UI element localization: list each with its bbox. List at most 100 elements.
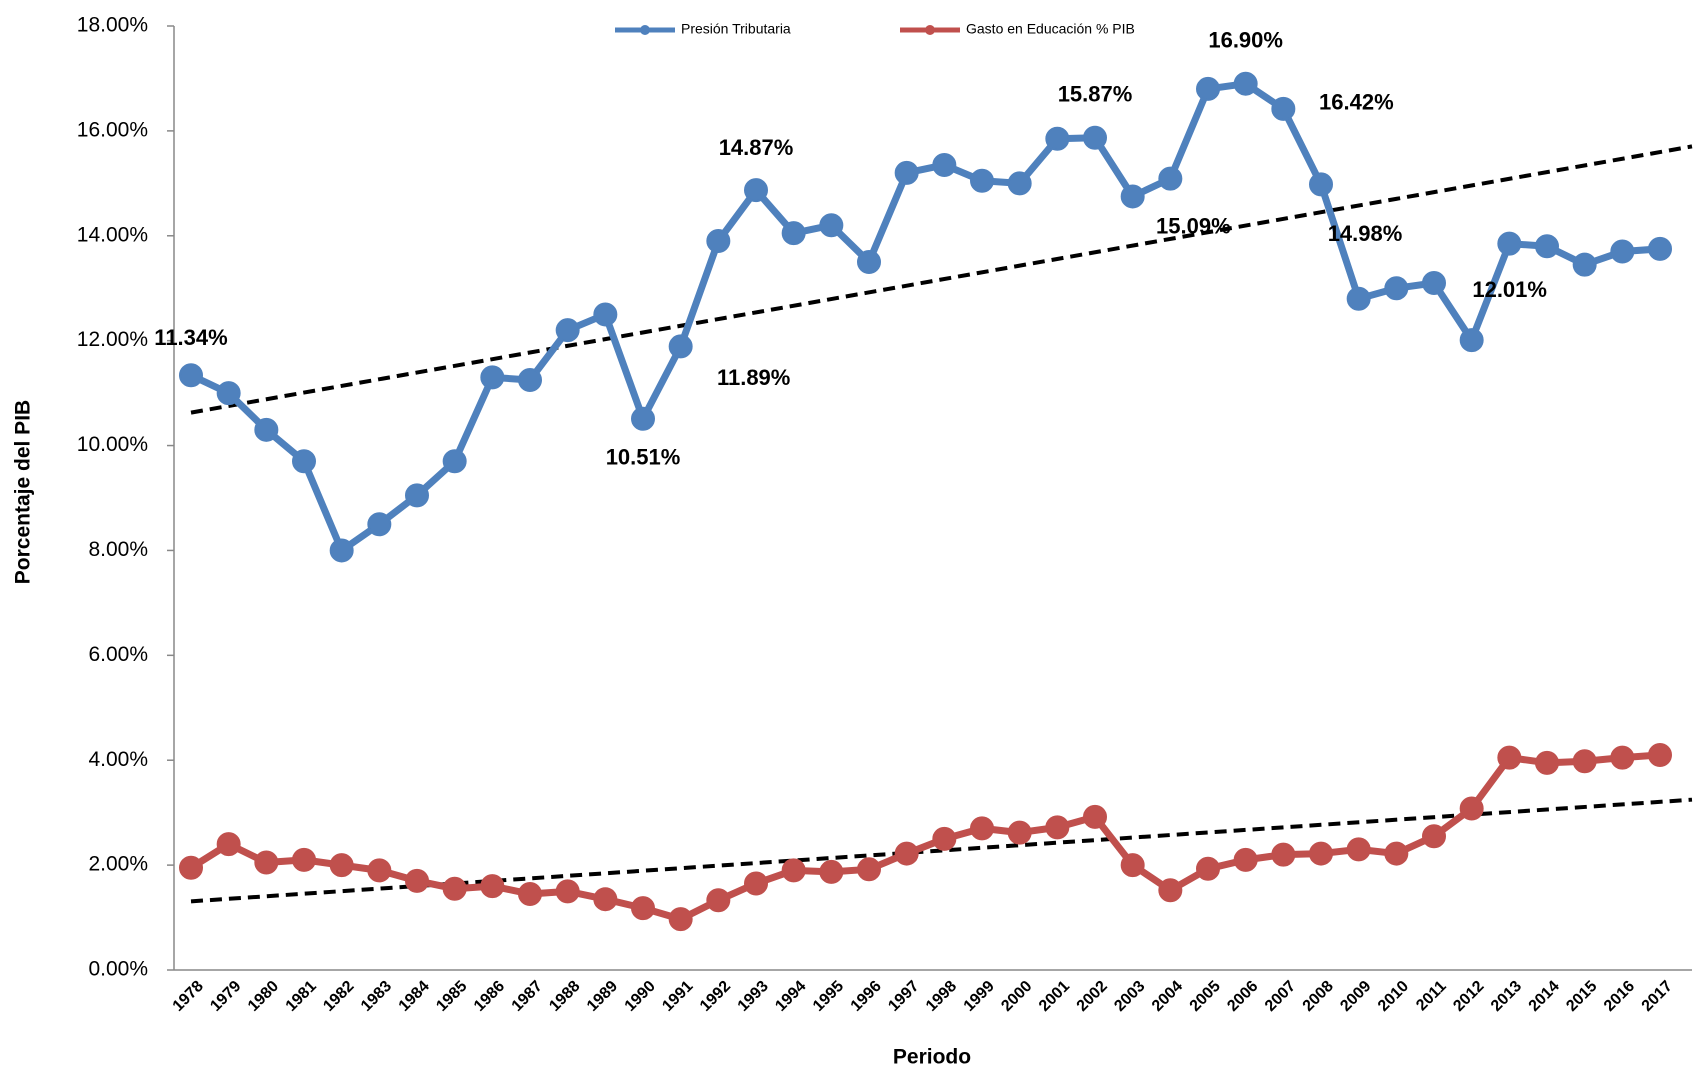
point bbox=[593, 887, 618, 912]
x-tick-label: 2000 bbox=[998, 978, 1035, 1015]
y-axis-label: Porcentaje del PIB bbox=[12, 400, 35, 584]
point bbox=[1610, 239, 1635, 264]
point bbox=[1346, 837, 1371, 862]
data-label: 15.87% bbox=[1058, 82, 1133, 107]
x-tick-label: 2004 bbox=[1149, 978, 1186, 1015]
point bbox=[1007, 171, 1032, 196]
legend-label: Gasto en Educación % PIB bbox=[966, 21, 1135, 37]
x-tick-label: 1986 bbox=[471, 978, 508, 1015]
y-tick-label: 2.00% bbox=[88, 853, 148, 876]
point bbox=[668, 334, 693, 359]
y-tick-label: 16.00% bbox=[77, 118, 148, 141]
point bbox=[405, 483, 429, 508]
y-tick-label: 4.00% bbox=[88, 748, 148, 771]
point bbox=[857, 250, 881, 274]
point bbox=[480, 365, 505, 390]
point bbox=[1271, 842, 1296, 867]
x-tick-label: 2003 bbox=[1111, 978, 1148, 1015]
series-line bbox=[189, 80, 1661, 554]
x-tick-label: 2015 bbox=[1563, 978, 1600, 1015]
point bbox=[1572, 252, 1597, 277]
point bbox=[1497, 745, 1522, 770]
point bbox=[442, 449, 467, 474]
point bbox=[1535, 750, 1559, 775]
point bbox=[179, 363, 203, 388]
data-label: 15.09% bbox=[1156, 213, 1231, 238]
point bbox=[1572, 749, 1597, 774]
x-tick-label: 1983 bbox=[358, 978, 395, 1015]
point bbox=[819, 213, 844, 238]
point bbox=[254, 417, 279, 442]
x-tick-label: 2001 bbox=[1036, 978, 1073, 1015]
x-tick-label: 2011 bbox=[1413, 978, 1450, 1015]
point bbox=[179, 855, 203, 880]
point bbox=[1648, 742, 1672, 767]
x-tick-label: 2013 bbox=[1488, 978, 1525, 1015]
x-tick-label: 1988 bbox=[546, 978, 583, 1015]
x-tick-label: 1992 bbox=[697, 978, 734, 1015]
x-tick-label: 2014 bbox=[1526, 978, 1563, 1015]
point bbox=[254, 850, 279, 875]
point bbox=[1422, 824, 1446, 849]
x-tick-label: 1980 bbox=[245, 978, 282, 1015]
x-tick-label: 1994 bbox=[772, 978, 809, 1015]
point bbox=[1233, 847, 1258, 872]
point bbox=[1233, 71, 1258, 96]
data-label: 16.90% bbox=[1208, 28, 1283, 53]
point bbox=[1346, 286, 1371, 311]
point bbox=[1007, 820, 1032, 845]
point bbox=[744, 178, 768, 203]
x-tick-label: 1989 bbox=[584, 978, 621, 1015]
legend-marker bbox=[925, 25, 935, 35]
x-tick-label: 1996 bbox=[848, 978, 885, 1015]
trendline bbox=[190, 144, 1693, 415]
x-tick-label: 1978 bbox=[170, 978, 207, 1015]
y-tick-label: 18.00% bbox=[77, 14, 148, 37]
x-tick-label: 1998 bbox=[923, 978, 960, 1015]
y-tick-label: 14.00% bbox=[77, 223, 148, 246]
point bbox=[1083, 804, 1107, 829]
point bbox=[518, 368, 542, 392]
x-tick-label: 1985 bbox=[433, 978, 470, 1015]
point bbox=[1196, 76, 1220, 101]
point bbox=[932, 152, 957, 177]
x-tick-label: 2012 bbox=[1450, 978, 1487, 1015]
x-tick-label: 2010 bbox=[1375, 978, 1412, 1015]
data-label: 16.42% bbox=[1319, 90, 1394, 115]
point bbox=[442, 876, 467, 901]
x-tick-label: 2016 bbox=[1601, 978, 1638, 1015]
x-tick-label: 1981 bbox=[283, 978, 320, 1015]
point bbox=[1083, 125, 1107, 150]
y-tick-label: 0.00% bbox=[88, 958, 148, 981]
point bbox=[894, 841, 919, 866]
point bbox=[1158, 166, 1183, 191]
x-tick-label: 1993 bbox=[735, 978, 772, 1015]
x-tick-label: 1987 bbox=[509, 978, 546, 1015]
point bbox=[1158, 878, 1183, 903]
point bbox=[1648, 236, 1672, 261]
point bbox=[1384, 276, 1409, 301]
x-tick-label: 1997 bbox=[885, 978, 922, 1015]
data-label: 10.51% bbox=[606, 445, 681, 470]
point bbox=[555, 318, 580, 343]
point bbox=[1120, 184, 1145, 209]
x-tick-label: 2006 bbox=[1224, 978, 1261, 1015]
point bbox=[1497, 231, 1522, 256]
point bbox=[367, 512, 392, 537]
point bbox=[1384, 841, 1409, 866]
point bbox=[1459, 796, 1484, 821]
point bbox=[216, 832, 241, 857]
x-tick-label: 1999 bbox=[961, 978, 998, 1015]
x-axis-label: Periodo bbox=[893, 1046, 971, 1069]
point bbox=[970, 168, 994, 193]
point bbox=[1045, 126, 1070, 151]
point bbox=[631, 406, 655, 431]
point bbox=[292, 847, 316, 872]
point bbox=[555, 879, 580, 904]
x-tick-label: 1995 bbox=[810, 978, 847, 1015]
point bbox=[819, 859, 844, 884]
x-tick-label: 2008 bbox=[1300, 978, 1337, 1015]
x-tick-label: 1984 bbox=[396, 978, 433, 1015]
y-tick-label: 10.00% bbox=[77, 433, 148, 456]
